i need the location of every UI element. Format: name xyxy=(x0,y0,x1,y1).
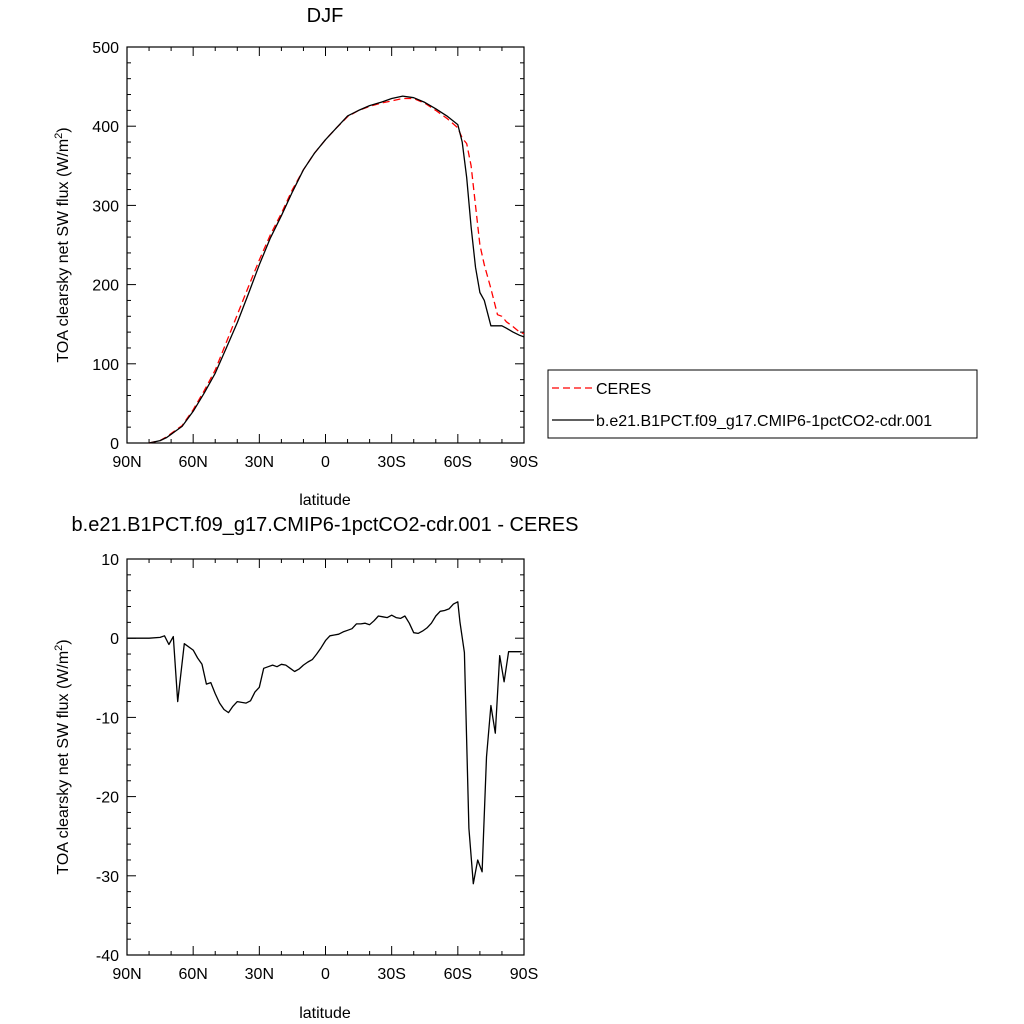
x-tick-label: 30S xyxy=(377,966,405,983)
top-panel-title: DJF xyxy=(307,5,344,27)
x-tick-label: 90N xyxy=(112,454,141,471)
y-tick-label: -40 xyxy=(96,948,119,965)
top-series-lines xyxy=(148,95,525,444)
x-tick-label: 60S xyxy=(444,966,472,983)
x-tick-label: 90S xyxy=(510,966,538,983)
bottom-y-axis-label: TOA clearsky net SW flux (W/m2) xyxy=(53,639,72,874)
x-tick-label: 60N xyxy=(178,966,207,983)
y-tick-label: -10 xyxy=(96,710,119,727)
x-tick-label: 90S xyxy=(510,454,538,471)
y-tick-label: 0 xyxy=(110,631,119,648)
x-tick-label: 30S xyxy=(377,454,405,471)
y-tick-label: -30 xyxy=(96,869,119,886)
bottom-series-line-0 xyxy=(127,601,522,885)
top-y-ticks: 0 100 200 300 400 500 xyxy=(92,40,524,453)
y-tick-label: -20 xyxy=(96,790,119,807)
y-tick-label: 300 xyxy=(92,198,119,215)
x-tick-label: 30N xyxy=(245,966,274,983)
legend-box xyxy=(547,369,978,439)
bottom-plot-frame xyxy=(126,558,525,956)
x-tick-label: 30N xyxy=(245,454,274,471)
legend-model-label: b.e21.B1PCT.f09_g17.CMIP6-1pctCO2-cdr.00… xyxy=(596,413,932,430)
y-tick-label: 200 xyxy=(92,278,119,295)
x-tick-label: 0 xyxy=(321,454,330,471)
top-plot-frame xyxy=(126,46,525,444)
bottom-x-ticks: 90N 60N 30N 0 30S 60S 90S xyxy=(112,559,538,983)
bottom-y-ticks: -40 -30 -20 -10 0 10 xyxy=(96,552,524,965)
bottom-x-axis-label: latitude xyxy=(299,1005,351,1022)
top-series-line-1 xyxy=(148,95,525,444)
y-tick-label: 100 xyxy=(92,357,119,374)
y-tick-label: 500 xyxy=(92,40,119,57)
x-tick-label: 60S xyxy=(444,454,472,471)
x-tick-label: 60N xyxy=(178,454,207,471)
x-tick-label: 90N xyxy=(112,966,141,983)
legend: CERES b.e21.B1PCT.f09_g17.CMIP6-1pctCO2-… xyxy=(547,369,978,439)
bottom-panel: b.e21.B1PCT.f09_g17.CMIP6-1pctCO2-cdr.00… xyxy=(53,514,578,1022)
x-tick-label: 0 xyxy=(321,966,330,983)
y-tick-label: 400 xyxy=(92,119,119,136)
top-panel: DJF 90N 60N 30N 0 30S 60S 90S 0 100 200 300 400 500… xyxy=(53,5,538,509)
bottom-panel-title: b.e21.B1PCT.f09_g17.CMIP6-1pctCO2-cdr.00… xyxy=(72,514,579,536)
y-tick-label: 10 xyxy=(101,552,119,569)
top-x-ticks: 90N 60N 30N 0 30S 60S 90S xyxy=(112,47,538,471)
bottom-series-lines xyxy=(127,601,522,885)
y-tick-label: 0 xyxy=(110,436,119,453)
top-x-axis-label: latitude xyxy=(299,492,351,509)
top-y-axis-label: TOA clearsky net SW flux (W/m2) xyxy=(53,127,72,362)
legend-ceres-label: CERES xyxy=(596,381,651,398)
